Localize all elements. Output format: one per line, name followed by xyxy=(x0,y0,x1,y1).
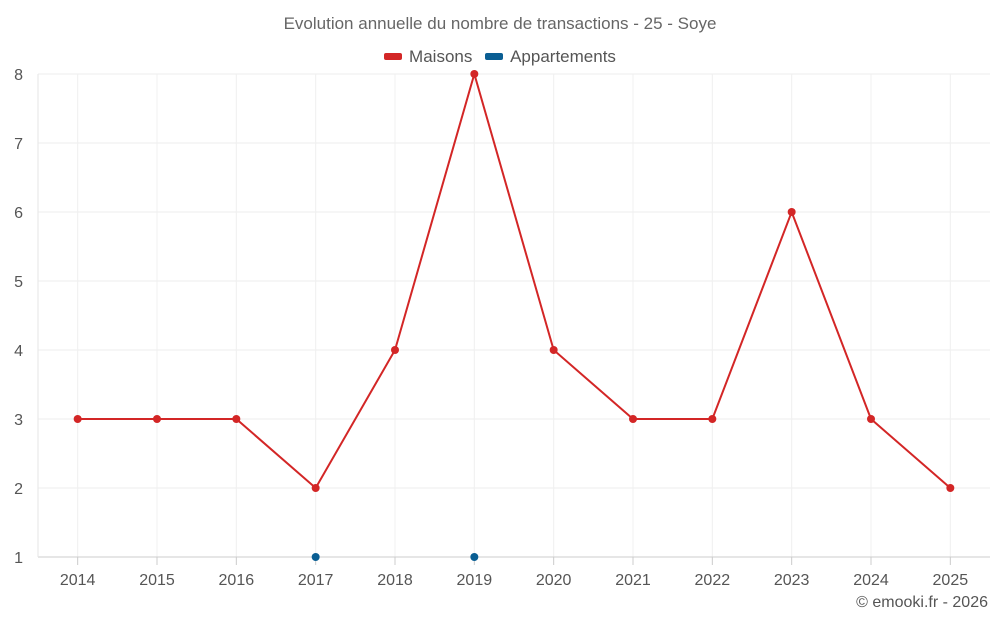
x-tick-label: 2014 xyxy=(60,572,96,589)
data-point-appartements-2017 xyxy=(311,553,320,561)
data-point-maisons-2025 xyxy=(946,484,955,492)
data-point-maisons-2014 xyxy=(73,415,82,423)
y-tick-label: 7 xyxy=(14,136,23,153)
data-point-maisons-2017 xyxy=(311,484,320,492)
data-point-maisons-2016 xyxy=(232,415,241,423)
y-tick-label: 6 xyxy=(14,205,23,222)
legend-label-appartements: Appartements xyxy=(510,46,616,66)
data-point-maisons-2015 xyxy=(153,415,161,423)
legend-label-maisons: Maisons xyxy=(409,46,473,66)
x-tick-label: 2017 xyxy=(298,572,334,589)
y-tick-label: 3 xyxy=(14,412,23,429)
axes: 1 2 3 4 5 6 7 8 2014 2015 2016 2017 2018 2019 2020 2021… xyxy=(14,67,990,589)
y-tick-label: 5 xyxy=(14,274,23,291)
y-tick-label: 4 xyxy=(14,343,23,360)
legend-swatch-appartements xyxy=(485,53,504,60)
series-line-maisons xyxy=(77,70,951,490)
x-tick-label: 2019 xyxy=(457,572,493,589)
copyright-footer: © emooki.fr - 2026 xyxy=(856,594,988,611)
x-tick-label: 2024 xyxy=(853,572,889,589)
data-point-maisons-2020 xyxy=(549,346,558,354)
data-point-maisons-2022 xyxy=(708,415,717,423)
x-tick-label: 2022 xyxy=(695,572,731,589)
y-tick-label: 2 xyxy=(14,481,23,498)
y-tick-label: 8 xyxy=(14,67,23,84)
legend-item-appartements[interactable]: Appartements xyxy=(485,47,616,67)
legend-swatch-maisons xyxy=(384,53,403,60)
data-point-maisons-2023 xyxy=(787,208,796,216)
x-tick-label: 2016 xyxy=(219,572,255,589)
y-tick-label: 1 xyxy=(14,550,23,567)
grid xyxy=(38,73,990,558)
x-tick-label: 2018 xyxy=(377,572,413,589)
data-point-appartements-2019 xyxy=(470,553,479,561)
data-point-maisons-2021 xyxy=(629,415,637,423)
legend: Maisons Appartements xyxy=(0,45,1000,67)
data-point-maisons-2019 xyxy=(470,70,479,78)
data-point-maisons-2018 xyxy=(391,346,399,354)
x-tick-label: 2015 xyxy=(139,572,175,589)
x-tick-label: 2023 xyxy=(774,572,810,589)
legend-item-maisons[interactable]: Maisons xyxy=(384,47,472,67)
series-layer xyxy=(73,70,955,561)
data-point-maisons-2024 xyxy=(867,415,875,423)
x-tick-label: 2021 xyxy=(615,572,651,589)
x-tick-label: 2020 xyxy=(536,572,572,589)
x-tick-label: 2025 xyxy=(933,572,969,589)
chart-title: Evolution annuelle du nombre de transact… xyxy=(283,14,717,33)
